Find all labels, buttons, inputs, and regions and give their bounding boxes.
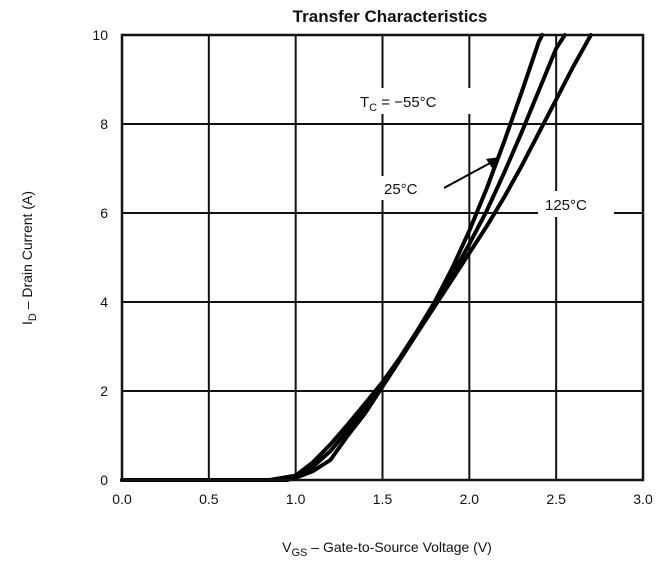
x-tick-label: 3.0 xyxy=(633,491,653,507)
y-label-rest: – Drain Current (A) xyxy=(19,191,35,313)
y-tick-label: 8 xyxy=(100,116,108,132)
series-line-2 xyxy=(120,33,593,482)
tc-main: T xyxy=(360,94,369,111)
y-tick-label: 4 xyxy=(100,294,108,310)
x-tick-label: 0.0 xyxy=(112,491,132,507)
tc-sub: C xyxy=(369,102,377,114)
x-label-sub: GS xyxy=(292,547,308,559)
y-tick-label: 6 xyxy=(100,205,108,221)
annotation-125c: 125°C xyxy=(545,197,587,214)
x-tick-label: 2.5 xyxy=(546,491,566,507)
tc-rest: = −55°C xyxy=(377,94,437,111)
y-tick-label: 2 xyxy=(100,383,108,399)
x-label-main: V xyxy=(282,539,292,555)
tc-label-bg xyxy=(356,88,474,114)
x-label-rest: – Gate-to-Source Voltage (V) xyxy=(307,539,491,555)
y-tick-label: 0 xyxy=(100,472,108,488)
annotation-25c-arrow xyxy=(443,161,493,189)
x-tick-label: 1.5 xyxy=(373,491,393,507)
x-axis-label: VGS – Gate-to-Source Voltage (V) xyxy=(282,539,492,559)
annotation-tc-minus55: TC = −55°C xyxy=(360,94,437,114)
series-line-1 xyxy=(120,33,567,482)
x-tick-label: 1.0 xyxy=(286,491,306,507)
annotation-25c: 25°C xyxy=(384,181,418,198)
y-label-main: I xyxy=(19,321,35,325)
annotation-25c-arrowhead xyxy=(486,157,500,168)
c125-label-bg xyxy=(538,191,614,217)
x-tick-label: 0.5 xyxy=(199,491,219,507)
series-line-0 xyxy=(120,33,545,482)
curves xyxy=(120,33,593,482)
y-tick-label: 10 xyxy=(92,27,108,43)
chart-title: Transfer Characteristics xyxy=(293,7,488,26)
y-axis-label: ID – Drain Current (A) xyxy=(19,191,39,325)
c25-label-bg xyxy=(380,176,440,200)
y-label-sub: D xyxy=(27,313,39,321)
plot-frame xyxy=(120,33,645,482)
tick-labels: 0.0 0.5 1.0 1.5 2.0 2.5 3.0 0 2 4 6 8 10 xyxy=(92,27,653,507)
x-tick-label: 2.0 xyxy=(460,491,480,507)
